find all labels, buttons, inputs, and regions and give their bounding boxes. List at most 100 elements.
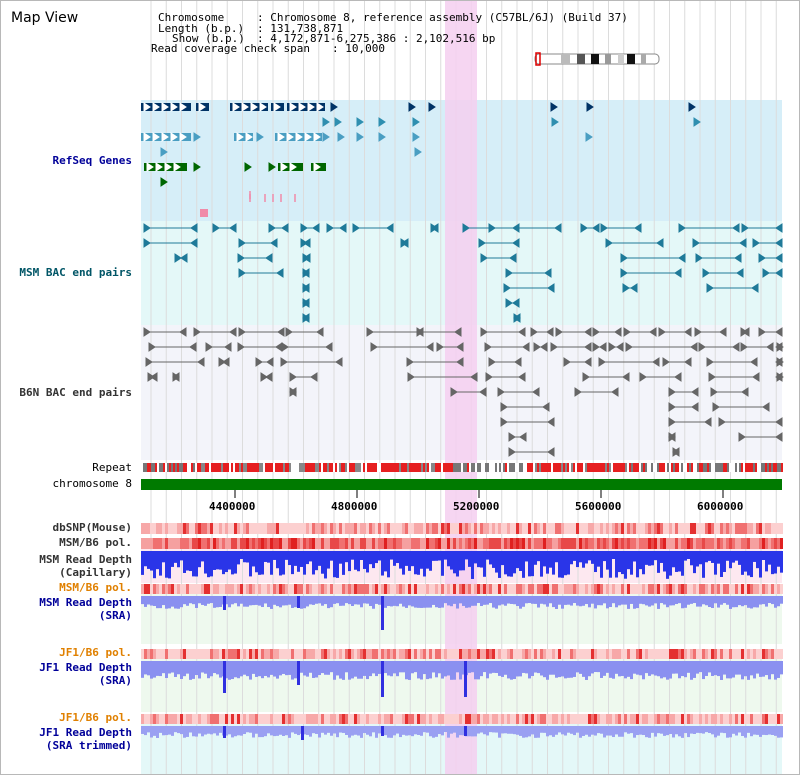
heat-cell (735, 714, 738, 724)
heat-cell (360, 538, 363, 549)
heat-cell (480, 714, 483, 724)
depth-bar (147, 596, 150, 605)
repeat-block (537, 463, 539, 472)
heat-cell (375, 584, 378, 594)
jf1-sra-label-1[interactable]: JF1 Read Depth (39, 661, 132, 674)
heat-cell (291, 584, 294, 594)
heat-cell (306, 584, 309, 594)
depth-bar (450, 661, 453, 680)
depth-bar (750, 596, 753, 609)
depth-bar (207, 551, 210, 578)
repeat-block (381, 463, 383, 472)
msm-b6-pol-2-label[interactable]: MSM/B6 pol. (59, 581, 132, 594)
heat-cell (345, 649, 348, 659)
heat-cell (297, 523, 300, 534)
depth-bar (306, 726, 309, 735)
heat-cell (165, 523, 168, 534)
feature-arrow (426, 342, 434, 352)
depth-bar (336, 596, 339, 604)
heat-cell (243, 538, 246, 549)
heat-cell (498, 523, 501, 534)
dbsnp-label[interactable]: dbSNP(Mouse) (52, 521, 132, 534)
depth-bar (144, 551, 147, 567)
repeat-block (261, 463, 263, 472)
heat-cell (654, 714, 657, 724)
depth-bar (162, 661, 165, 674)
jf1-b6-pol-label[interactable]: JF1/B6 pol. (59, 646, 132, 659)
heat-cell (696, 538, 699, 549)
msm-sra-label-1[interactable]: MSM Read Depth (39, 596, 132, 609)
jf1-trimmed-label-1[interactable]: JF1 Read Depth (39, 726, 132, 739)
feature-arrow (179, 132, 187, 142)
refseq-genes-label[interactable]: RefSeq Genes (52, 154, 132, 167)
depth-bar (255, 726, 258, 734)
depth-bar (576, 596, 579, 606)
depth-bar (534, 551, 537, 565)
repeat-block (513, 463, 515, 472)
feature-arrow (738, 432, 746, 442)
depth-bar (522, 596, 525, 607)
heat-cell (516, 714, 519, 724)
repeat-block (467, 463, 469, 472)
heat-cell (561, 584, 564, 594)
depth-bar (768, 661, 771, 680)
heat-cell (246, 523, 249, 534)
heat-cell (705, 523, 708, 534)
depth-bar (366, 661, 369, 680)
heat-cell (543, 523, 546, 534)
msm-capillary-label-1[interactable]: MSM Read Depth (39, 553, 132, 566)
depth-bar (186, 726, 189, 737)
depth-bar (486, 596, 489, 605)
repeat-block (285, 463, 287, 472)
heat-cell (486, 714, 489, 724)
heat-cell (504, 649, 507, 659)
depth-bar (183, 551, 186, 573)
highlight-region[interactable] (445, 1, 477, 775)
feature-arrow (150, 372, 158, 382)
heat-cell (237, 538, 240, 549)
heat-cell (693, 714, 696, 724)
depth-bar (258, 726, 261, 738)
msm-b6-pol-label[interactable]: MSM/B6 pol. (59, 536, 132, 549)
depth-bar (501, 661, 504, 677)
heat-cell (510, 649, 513, 659)
repeat-label[interactable]: Repeat (92, 461, 132, 474)
depth-bar (678, 551, 681, 572)
depth-bar (315, 661, 318, 678)
jf1-b6-pol-2-label[interactable]: JF1/B6 pol. (59, 711, 132, 724)
heat-cell (156, 523, 159, 534)
heat-cell (396, 538, 399, 549)
repeat-block (491, 463, 493, 472)
depth-bar (633, 596, 636, 609)
heat-cell (255, 584, 258, 594)
depth-bar (456, 661, 459, 673)
feature-arrow (616, 342, 624, 352)
depth-bar (735, 726, 738, 736)
heat-cell (330, 523, 333, 534)
repeat-block (475, 463, 477, 472)
heat-cell (474, 649, 477, 659)
depth-bar (594, 551, 597, 573)
depth-bar (702, 661, 705, 680)
depth-bar (321, 726, 324, 733)
heat-cell (189, 538, 192, 549)
depth-bar (693, 551, 696, 574)
heat-cell (219, 714, 222, 724)
heat-cell (543, 538, 546, 549)
repeat-block (695, 463, 697, 472)
depth-bar (213, 551, 216, 570)
heat-cell (219, 584, 222, 594)
b6n-bac-label[interactable]: B6N BAC end pairs (19, 386, 132, 399)
heat-cell (447, 714, 450, 724)
heat-cell (525, 584, 528, 594)
repeat-block (433, 463, 435, 472)
feature-arrow (307, 102, 315, 112)
heat-cell (150, 714, 153, 724)
heat-cell (237, 714, 240, 724)
heat-cell (540, 584, 543, 594)
depth-bar (759, 661, 762, 677)
msm-bac-label[interactable]: MSM BAC end pairs (19, 266, 132, 279)
heat-cell (354, 538, 357, 549)
depth-bar (231, 661, 234, 680)
depth-bar (438, 661, 441, 674)
